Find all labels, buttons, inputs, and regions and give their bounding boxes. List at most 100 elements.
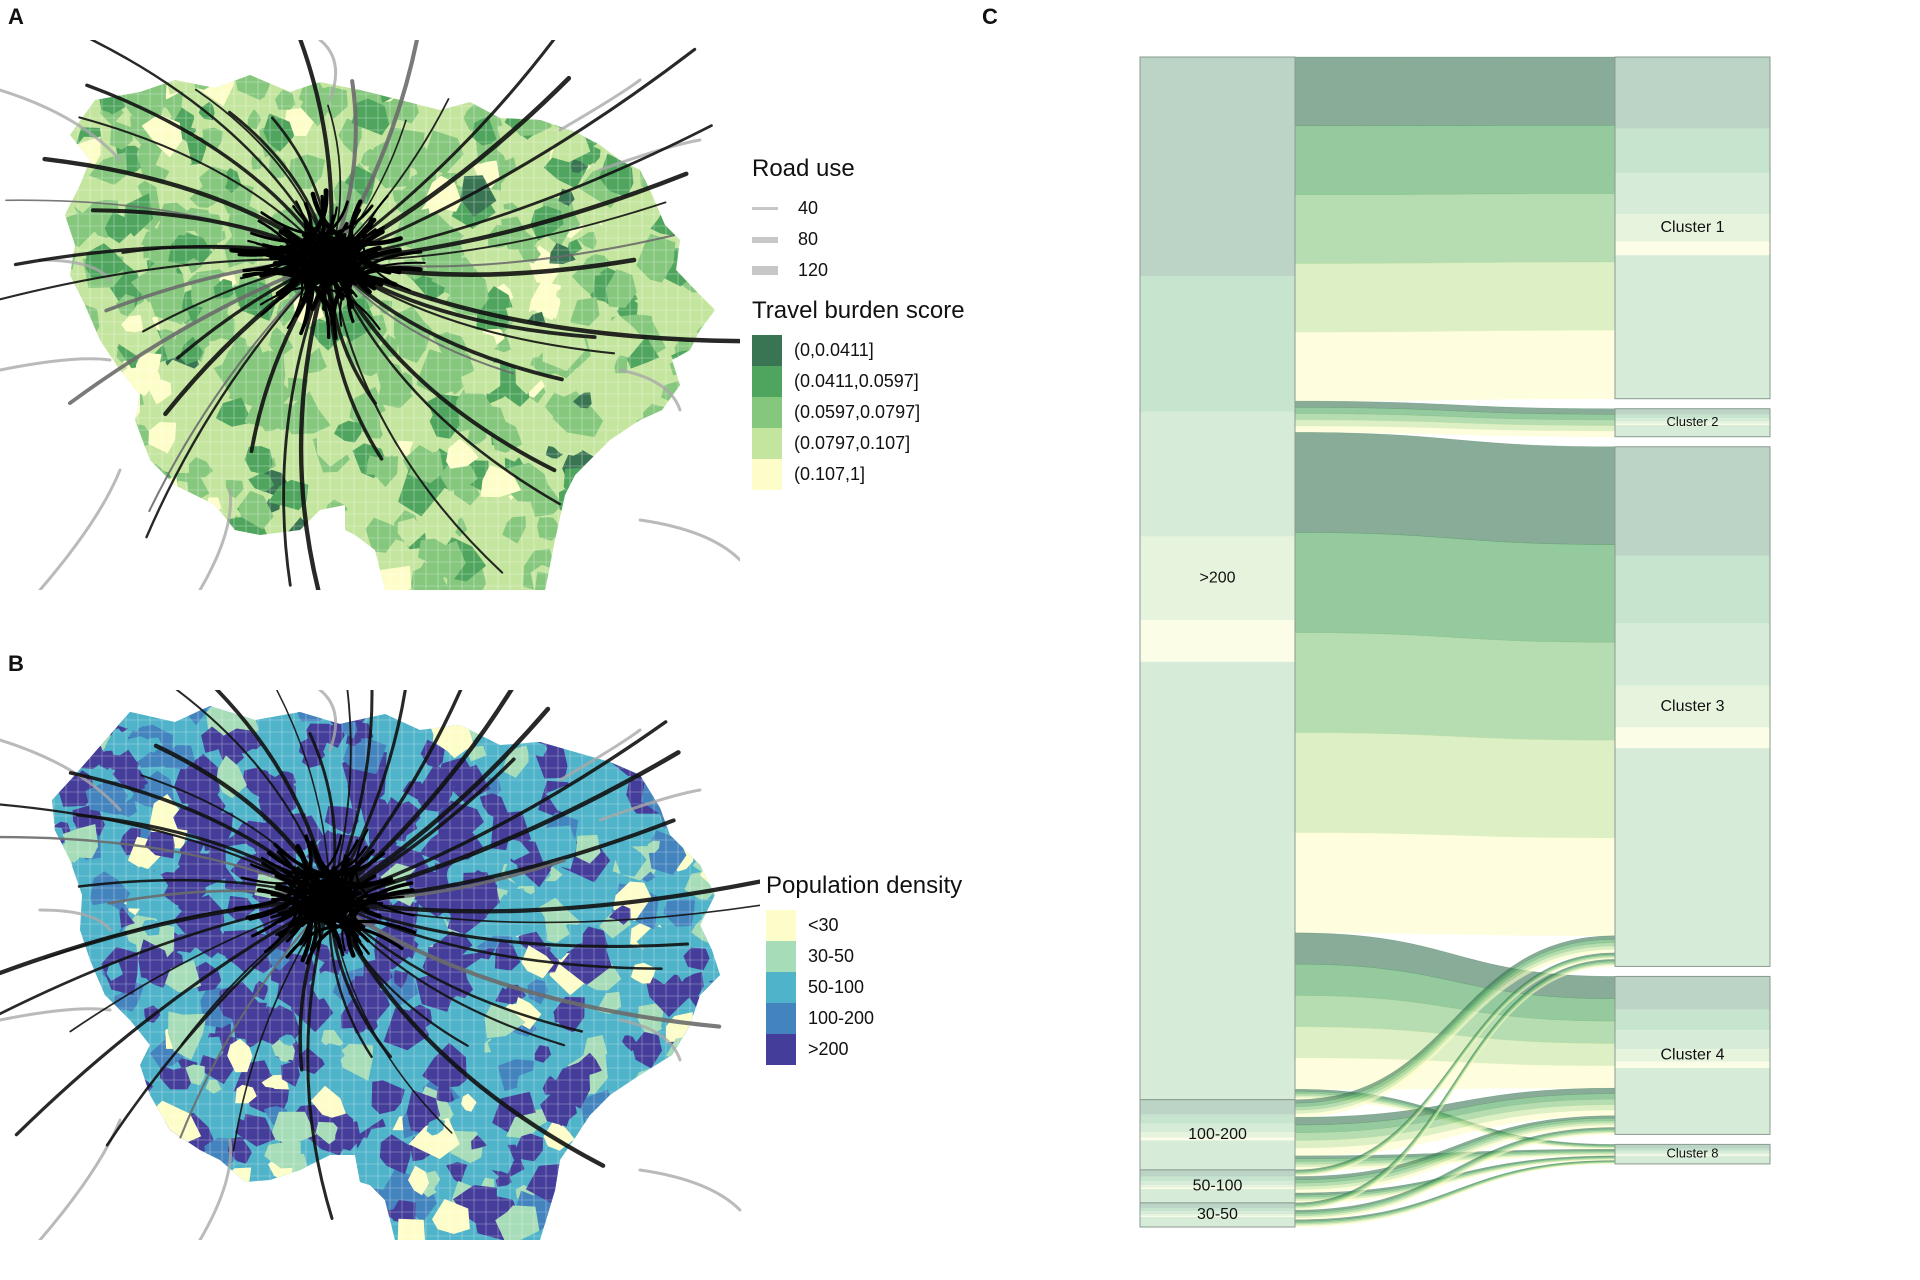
map-tile [612,440,626,459]
legend-road-use-title: Road use [752,155,855,182]
map-tile [0,400,37,441]
map-tile [65,545,95,588]
map-tile [15,1023,47,1052]
map-tile [356,40,388,66]
map-tile [472,40,497,63]
map-tile [737,1147,752,1161]
road [298,257,333,590]
stratum-band [1140,1187,1295,1190]
alluvial-flow [1294,832,1616,936]
map-tile [266,572,279,586]
map-tile [501,706,525,727]
map-tile [712,88,715,108]
map-tile [684,733,720,772]
map-tile [492,52,510,68]
burden-label-1: (0,0.0411] [794,340,874,360]
map-tile [334,1213,353,1233]
stratum-band [1140,1189,1295,1203]
map-tile [102,1100,153,1139]
map-tile [718,1064,720,1084]
map-tile [153,1180,185,1211]
map-tile [0,1083,28,1122]
road [328,47,697,262]
map-tile [678,1217,713,1240]
map-tile [297,1188,321,1216]
stratum-band [1615,255,1770,399]
map-tile [569,711,605,745]
map-tile [726,235,740,250]
map-tile [84,1095,102,1117]
legend-travel-burden-title: Travel burden score [752,297,965,324]
map-tile [213,46,226,65]
road [275,226,309,297]
map-tile [591,1221,610,1240]
map-tile [6,1200,26,1222]
map-tile [65,1221,81,1240]
outer-road [38,468,122,590]
map-tile [651,75,678,89]
map-tile [448,40,478,57]
stratum-band [1615,1155,1770,1164]
stratum-band [1615,555,1770,624]
map-tile [720,369,740,398]
map-tile [12,233,36,252]
map-tile [162,1160,192,1191]
map-tile [99,1140,136,1179]
road [349,880,396,943]
stratum-band [1140,1140,1295,1170]
map-tile [721,804,757,834]
map-tile [670,813,689,838]
map-tile [680,75,700,91]
map-tile [211,40,233,64]
map-tile [153,1220,172,1240]
map-tile [293,1228,318,1240]
map-tile [52,1048,93,1100]
map-tile [638,1120,659,1143]
stratum-band [1140,57,1295,276]
road [298,40,334,263]
map-tile [458,75,502,99]
map-tile [20,703,48,732]
alluvial-flow [1294,56,1616,127]
map-tile [204,75,228,86]
map-tile [591,1180,631,1224]
stratum-band [1615,1068,1770,1135]
map-tile [737,1209,756,1232]
map-tile [0,60,29,85]
map-tile [0,1107,18,1147]
map-tile [683,1076,699,1092]
map-tile [52,1191,84,1231]
outer-road [598,788,702,822]
burden-swatch-3 [752,397,782,428]
map-tile [697,85,715,133]
map-tile [609,78,630,106]
map-tile [205,1177,236,1198]
outer-road [198,488,233,590]
map-tile [153,706,175,713]
stratum-border [1614,975,1771,1135]
map-tile [715,823,720,853]
legend-road-use: Road use 40 80 120 [752,155,855,286]
map-tile [713,715,720,728]
map-tile [274,50,299,73]
map-tile [716,513,736,530]
density-swatch-2 [766,941,796,972]
map-tile [0,734,24,765]
map-tile [52,708,63,737]
left-stratum-3 [1139,1169,1296,1204]
map-tile [31,824,51,848]
map-tile [568,565,600,590]
map-tile [386,75,403,80]
map-tile [577,542,615,573]
burden-swatch-5 [752,459,782,490]
map-tile [46,325,62,340]
density-swatch-3 [766,972,796,1003]
map-tile [695,192,715,217]
density-label-1: <30 [808,915,839,935]
map-tile [724,1138,751,1170]
road [255,853,302,935]
outer-road [638,1168,742,1212]
outer-road [0,738,122,812]
map-tile [588,706,609,727]
density-label-3: 50-100 [808,977,865,997]
